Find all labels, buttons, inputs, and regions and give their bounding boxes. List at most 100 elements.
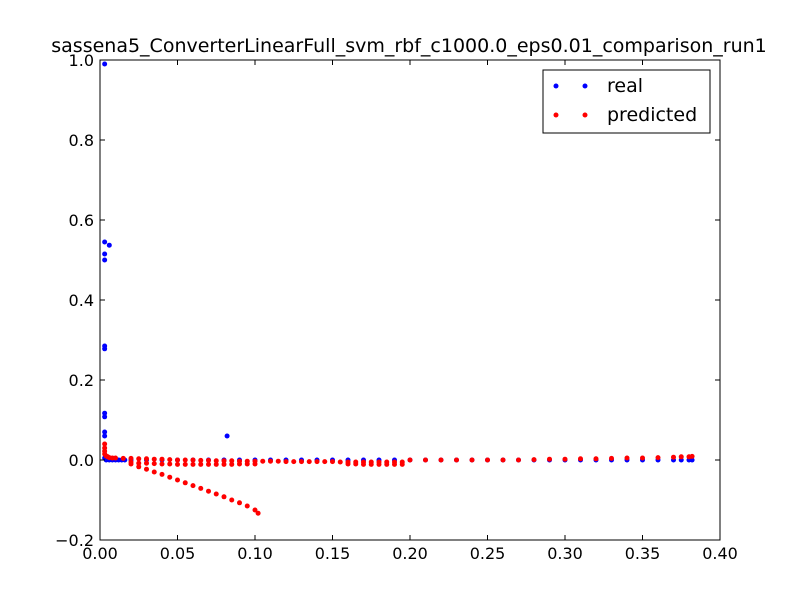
data-point-predicted-20 xyxy=(206,457,211,463)
data-point-predicted-88 xyxy=(671,454,676,460)
data-point-predicted-36 xyxy=(330,459,335,465)
data-point-predicted-69 xyxy=(392,461,397,467)
data-point-real-10 xyxy=(102,433,108,439)
data-point-predicted-78 xyxy=(516,457,521,463)
data-point-predicted-101 xyxy=(198,485,204,491)
data-point-real-0 xyxy=(102,61,108,67)
data-point-predicted-85 xyxy=(624,455,630,461)
data-point-predicted-62 xyxy=(252,461,258,467)
data-point-predicted-18 xyxy=(190,457,196,463)
legend-item-real: real xyxy=(553,75,643,97)
legend-predicted-marker-right xyxy=(582,112,588,118)
data-point-real-7 xyxy=(102,410,108,416)
data-point-predicted-63 xyxy=(345,461,351,467)
data-point-predicted-60 xyxy=(237,461,242,467)
legend: real predicted xyxy=(542,69,711,134)
data-point-predicted-109 xyxy=(255,510,261,516)
data-point-predicted-12 xyxy=(144,456,149,462)
data-point-predicted-98 xyxy=(175,477,180,483)
data-point-predicted-52 xyxy=(175,461,180,467)
data-point-real-6 xyxy=(102,346,108,352)
data-point-predicted-79 xyxy=(531,457,537,463)
data-point-predicted-55 xyxy=(198,461,204,467)
data-point-predicted-65 xyxy=(361,461,366,467)
y-tick-label: −0.2 xyxy=(55,531,94,550)
plot-area xyxy=(99,59,721,541)
data-point-predicted-21 xyxy=(213,458,219,464)
data-point-predicted-48 xyxy=(144,460,149,466)
data-point-predicted-75 xyxy=(469,457,475,463)
data-point-predicted-89 xyxy=(678,454,684,460)
data-point-predicted-58 xyxy=(221,461,227,467)
data-point-predicted-92 xyxy=(128,461,134,467)
data-point-real-8 xyxy=(102,414,108,420)
data-point-predicted-97 xyxy=(167,474,173,480)
data-point-predicted-15 xyxy=(167,457,173,463)
data-point-predicted-30 xyxy=(283,459,289,465)
data-point-predicted-73 xyxy=(438,457,444,463)
x-tick-label: 0.15 xyxy=(315,544,351,563)
data-point-predicted-22 xyxy=(221,458,227,464)
data-point-predicted-77 xyxy=(500,457,506,463)
data-point-predicted-99 xyxy=(182,480,188,486)
x-tick-label: 0.25 xyxy=(470,544,506,563)
data-point-predicted-13 xyxy=(151,456,157,462)
y-tick-label: 0.4 xyxy=(69,291,94,310)
data-point-predicted-87 xyxy=(655,455,661,461)
data-point-predicted-34 xyxy=(314,459,320,465)
data-point-predicted-105 xyxy=(229,497,235,503)
data-point-predicted-17 xyxy=(182,457,188,463)
x-tick-label: 0.10 xyxy=(237,544,273,563)
data-point-predicted-72 xyxy=(423,457,428,463)
x-tick-label: 0.20 xyxy=(392,544,428,563)
data-point-predicted-16 xyxy=(175,457,180,463)
y-axis: −0.2 0.0 0.2 0.4 0.6 0.8 1.0 xyxy=(55,51,720,550)
legend-predicted-marker-left xyxy=(553,112,559,118)
data-point-predicted-106 xyxy=(237,500,242,506)
data-point-predicted-37 xyxy=(337,459,343,465)
data-point-real-1 xyxy=(102,239,108,245)
data-point-real-9 xyxy=(102,429,108,435)
data-point-predicted-59 xyxy=(229,461,235,467)
data-point-predicted-57 xyxy=(213,461,219,467)
y-tick-label: 0.6 xyxy=(69,211,94,230)
data-point-predicted-103 xyxy=(213,491,219,497)
chart-title: sassena5_ConverterLinearFull_svm_rbf_c10… xyxy=(51,35,767,57)
data-point-real-3 xyxy=(102,257,108,263)
x-tick-label: 0.40 xyxy=(702,544,738,563)
data-point-predicted-23 xyxy=(229,458,235,464)
data-point-predicted-47 xyxy=(136,460,142,466)
data-point-predicted-35 xyxy=(322,459,328,465)
data-point-predicted-80 xyxy=(547,456,552,462)
data-point-predicted-66 xyxy=(368,461,374,467)
y-tick-label: 1.0 xyxy=(69,51,94,70)
x-tick-label: 0.05 xyxy=(160,544,196,563)
data-point-predicted-9 xyxy=(120,455,126,461)
legend-label-predicted: predicted xyxy=(607,104,697,126)
data-point-predicted-0 xyxy=(102,441,108,447)
legend-item-predicted: predicted xyxy=(553,104,697,126)
data-point-predicted-81 xyxy=(562,456,568,462)
data-point-predicted-86 xyxy=(640,455,645,461)
data-point-predicted-96 xyxy=(159,471,165,477)
data-point-predicted-102 xyxy=(206,488,211,494)
data-point-predicted-74 xyxy=(454,457,459,463)
data-point-predicted-27 xyxy=(260,458,266,464)
x-tick-label: 0.30 xyxy=(547,544,583,563)
data-point-real-4 xyxy=(106,242,112,248)
x-tick-label: 0.35 xyxy=(625,544,661,563)
data-point-predicted-31 xyxy=(291,459,297,465)
data-point-predicted-93 xyxy=(136,464,142,470)
data-point-predicted-83 xyxy=(593,456,599,462)
legend-real-marker-right xyxy=(582,83,588,89)
data-point-predicted-68 xyxy=(384,461,390,467)
x-tick-label: 0.00 xyxy=(82,544,118,563)
y-tick-label: 0.2 xyxy=(69,371,94,390)
data-point-predicted-28 xyxy=(268,458,273,464)
data-point-predicted-51 xyxy=(167,461,173,467)
data-point-predicted-10 xyxy=(128,455,134,461)
data-point-predicted-49 xyxy=(151,461,157,467)
data-point-predicted-70 xyxy=(399,461,405,467)
data-point-predicted-8 xyxy=(113,455,118,461)
